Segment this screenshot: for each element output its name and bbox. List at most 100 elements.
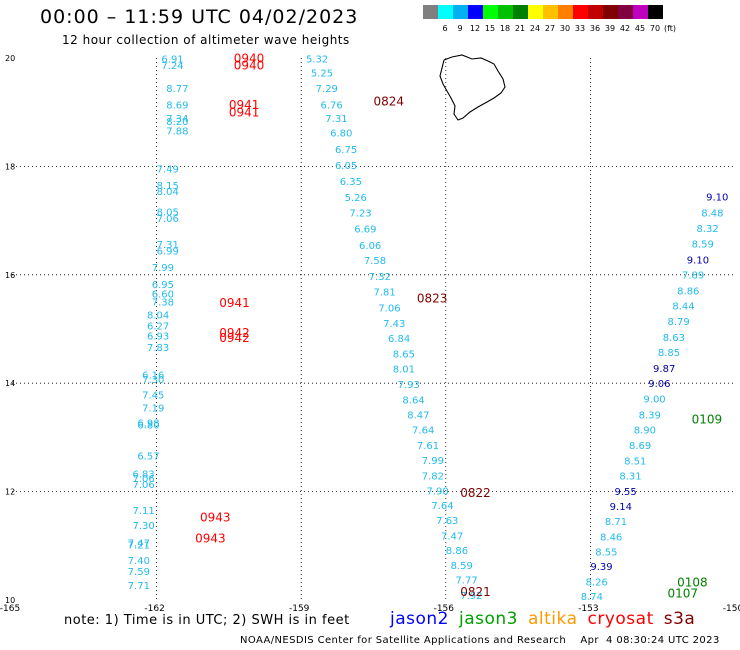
wave-height-value: 7.77 xyxy=(455,576,477,587)
axis-tick-labels: -165 -162 -159 -156 -153 -150 20 18 16 14 12 10 xyxy=(0,54,740,614)
legend-swatch xyxy=(573,5,588,19)
pass-time-label: 0940 xyxy=(234,58,265,72)
wave-height-value: 7.88 xyxy=(166,126,188,137)
pass-time-label: 0821 xyxy=(460,585,491,599)
legend-swatch xyxy=(423,5,438,19)
wave-height-value: 7.06 xyxy=(133,480,155,491)
wave-height-value: 7.11 xyxy=(133,506,155,517)
satellite-name: cryosat xyxy=(587,609,654,629)
pass-time-label: 0940 xyxy=(234,51,265,65)
legend-label: 6 xyxy=(442,24,448,33)
wave-height-value: 8.44 xyxy=(672,301,694,312)
wave-height-value: 7.06 xyxy=(157,214,179,225)
legend-swatch xyxy=(468,5,483,19)
wave-height-value: 9.06 xyxy=(648,379,670,390)
legend-swatch xyxy=(453,5,468,19)
wave-height-value: 7.81 xyxy=(374,287,396,298)
wave-height-value: 9.10 xyxy=(706,193,728,204)
legend-swatch xyxy=(483,5,498,19)
wave-height-value: 9.87 xyxy=(653,364,675,375)
wave-height-value: 7.43 xyxy=(383,319,405,330)
wave-height-value: 9.39 xyxy=(590,562,612,573)
pass-time-label: 0109 xyxy=(692,412,723,426)
wave-height-value: 6.93 xyxy=(147,331,169,342)
legend-swatch xyxy=(588,5,603,19)
latitude-tick-label: 18 xyxy=(5,162,15,171)
wave-height-value: 7.64 xyxy=(412,426,434,437)
wave-height-value: 8.55 xyxy=(595,548,617,559)
latitude-tick-label: 12 xyxy=(5,488,15,497)
wave-height-value: 6.91 xyxy=(161,54,183,65)
satellite-name: s3a xyxy=(663,609,696,629)
latitude-tick-label: 14 xyxy=(5,379,15,388)
legend-swatch xyxy=(558,5,573,19)
wave-height-value: 7.40 xyxy=(128,556,150,567)
legend-unit-label: (ft) xyxy=(663,24,677,33)
wave-height-value: 7.71 xyxy=(128,581,150,592)
wave-height-value: 8.04 xyxy=(157,187,179,198)
pass-time-label: 0822 xyxy=(460,486,491,500)
wave-height-value: 9.14 xyxy=(610,502,632,513)
wave-height-value: 7.64 xyxy=(431,501,453,512)
legend-swatch xyxy=(528,5,543,19)
wave-height-value: 7.59 xyxy=(128,567,150,578)
wave-height-value: 7.06 xyxy=(378,304,400,315)
wave-height-value: 6.16 xyxy=(142,370,164,381)
wave-height-value: 8.47 xyxy=(407,410,429,421)
wave-height-value: 7.61 xyxy=(417,441,439,452)
wave-height-value: 5.26 xyxy=(345,193,367,204)
wave-height-value: 9.00 xyxy=(643,395,665,406)
wave-height-value: 7.30 xyxy=(133,521,155,532)
wave-height-value: 8.59 xyxy=(692,240,714,251)
wave-height-value: 7.90 xyxy=(427,486,449,497)
wave-height-value: 8.39 xyxy=(639,410,661,421)
wave-height-value: 8.65 xyxy=(393,350,415,361)
wave-height-value: 8.01 xyxy=(393,364,415,375)
island-outline xyxy=(439,54,506,121)
wave-height-value: 6.99 xyxy=(157,247,179,258)
wave-height-value: 8.71 xyxy=(605,517,627,528)
wave-height-value: 7.49 xyxy=(157,164,179,175)
longitude-tick-label: -150 xyxy=(723,604,740,614)
wave-height-value: 8.31 xyxy=(619,472,641,483)
wave-height-value: 5.32 xyxy=(306,54,328,65)
wave-height-value: 8.69 xyxy=(629,441,651,452)
wave-height-value: 6.75 xyxy=(335,145,357,156)
wave-height-value: 8.63 xyxy=(663,333,685,344)
wave-height-value: 8.77 xyxy=(166,84,188,95)
wave-height-value: 8.05 xyxy=(157,208,179,219)
wave-height-value: 7.89 xyxy=(682,271,704,282)
legend-label: 39 xyxy=(604,24,616,33)
legend-swatch xyxy=(543,5,558,19)
pass-time-label: 0943 xyxy=(195,532,226,546)
wave-height-value: 7.24 xyxy=(161,61,183,72)
map-grid xyxy=(12,58,735,600)
legend-swatch xyxy=(648,5,663,19)
wave-height-value: 7.06 xyxy=(133,474,155,485)
wave-height-value: 7.21 xyxy=(128,541,150,552)
wave-height-value: 6.98 xyxy=(137,419,159,430)
pass-time-label: 0942 xyxy=(219,326,250,340)
wave-height-value: 7.32 xyxy=(369,272,391,283)
wave-height-value: 8.32 xyxy=(696,224,718,235)
legend-label: 45 xyxy=(634,24,646,33)
wave-height-value: 8.64 xyxy=(402,395,424,406)
pass-time-label: 0107 xyxy=(668,586,699,600)
pass-time-label: 0941 xyxy=(219,296,250,310)
wave-height-value: 6.60 xyxy=(152,290,174,301)
longitude-tick-label: -159 xyxy=(289,604,310,614)
wave-height-value: 8.79 xyxy=(668,317,690,328)
wave-height-value: 7.31 xyxy=(157,240,179,251)
legend-label: 42 xyxy=(619,24,631,33)
pass-time-label: 0823 xyxy=(417,291,448,305)
wave-height-value: 7.38 xyxy=(152,298,174,309)
legend-label: 21 xyxy=(514,24,526,33)
legend-swatch xyxy=(513,5,528,19)
wave-height-value: 7.30 xyxy=(142,375,164,386)
wave-height-value: 6.57 xyxy=(137,452,159,463)
wave-height-value: 7.47 xyxy=(128,538,150,549)
wave-height-value: 8.59 xyxy=(451,561,473,572)
wave-height-value: 6.35 xyxy=(340,177,362,188)
wave-height-value: 8.90 xyxy=(634,426,656,437)
